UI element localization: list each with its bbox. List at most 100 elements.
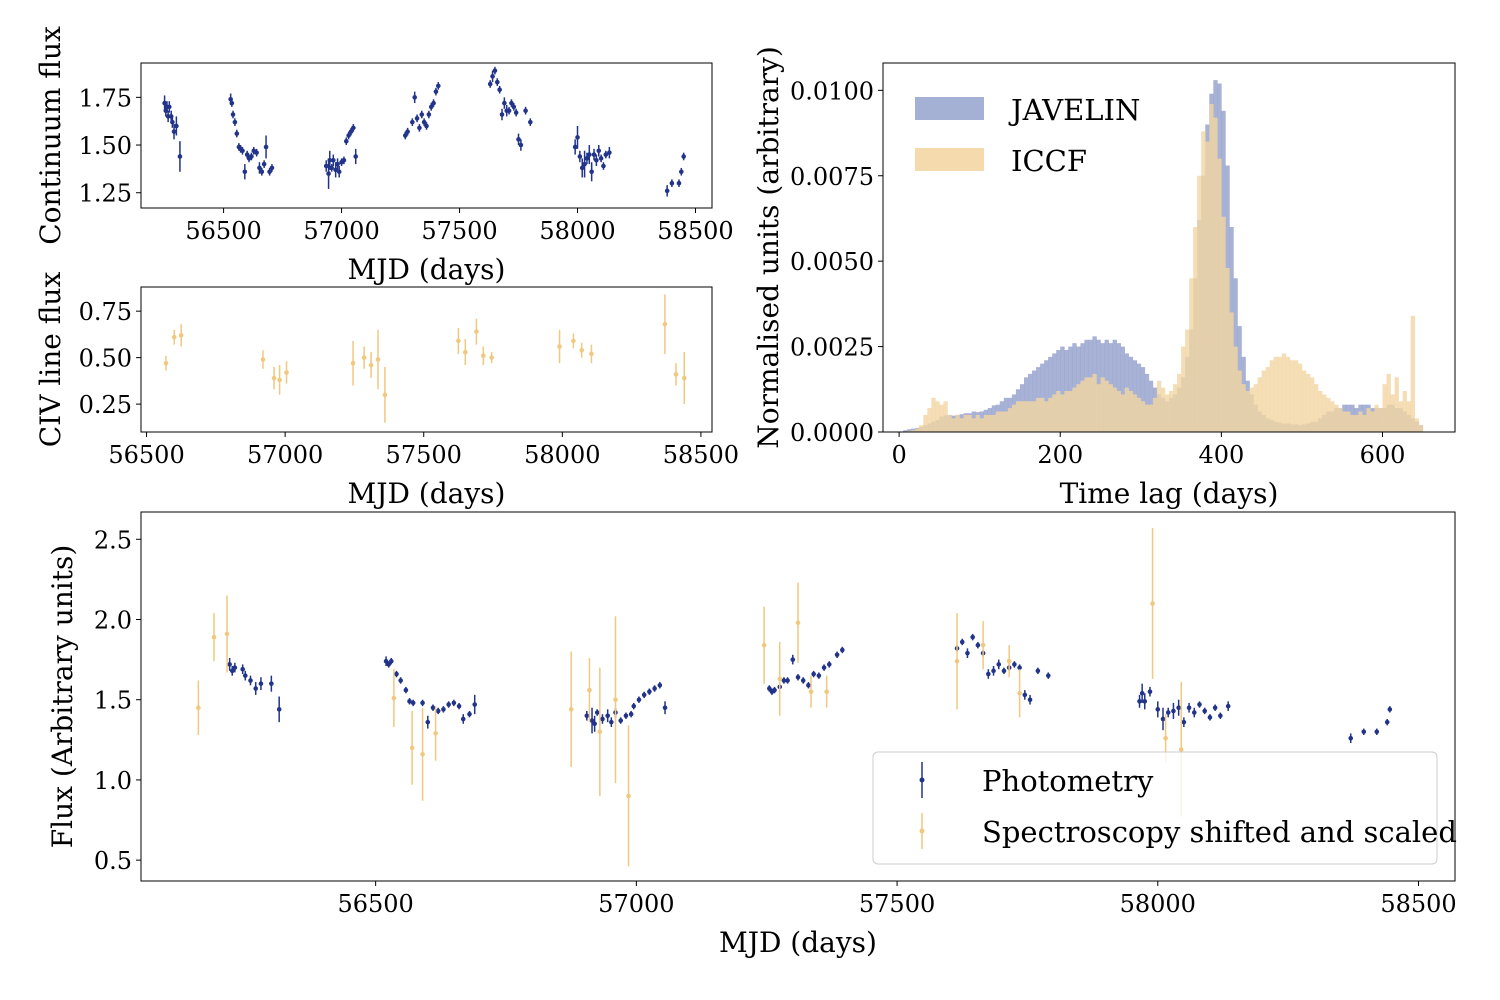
- javelin-bar: [907, 429, 912, 432]
- photometry-point: [516, 137, 521, 142]
- photometry-point: [426, 112, 432, 117]
- photometry-point: [398, 678, 403, 683]
- civ-point: [375, 357, 381, 362]
- lag-xtick-label: 0: [891, 441, 906, 469]
- photometry-point: [834, 652, 840, 658]
- civ-point: [260, 357, 266, 362]
- photometry-point: [269, 165, 275, 171]
- civ-ytick-label: 0.75: [79, 298, 132, 326]
- javelin-bar: [1060, 346, 1065, 432]
- photometry-point: [669, 180, 675, 186]
- iccf-bar: [1382, 384, 1387, 432]
- iccf-bar: [1124, 387, 1130, 432]
- spectroscopy-point: [409, 745, 415, 751]
- lag-ytick-label: 0.0075: [790, 163, 874, 191]
- photometry-point: [781, 678, 787, 683]
- spectroscopy-point: [587, 687, 592, 693]
- iccf-bar: [1197, 175, 1202, 432]
- continuum-ylabel: Continuum flux: [34, 26, 67, 245]
- photometry-point: [806, 682, 811, 688]
- spectroscopy-point: [777, 676, 783, 682]
- photometry-point: [267, 169, 272, 175]
- iccf-bar: [1366, 408, 1371, 432]
- photometry-point: [594, 158, 599, 163]
- iccf-bar: [955, 414, 960, 432]
- civ-point: [178, 333, 184, 338]
- photometry-point: [405, 129, 410, 134]
- photometry-point: [1361, 729, 1367, 735]
- spectroscopy-point: [1017, 690, 1022, 696]
- photometry-point: [257, 165, 262, 171]
- photometry-point: [528, 119, 533, 125]
- photometry-point: [1197, 702, 1202, 707]
- photometry-point: [171, 129, 177, 134]
- iccf-bar: [995, 411, 1001, 432]
- spectroscopy-point: [980, 642, 986, 648]
- iccf-bar: [1350, 414, 1355, 432]
- photometry-point: [657, 682, 663, 688]
- iccf-bar: [907, 430, 912, 432]
- photometry-point: [800, 678, 806, 683]
- legend-label-iccf: ICCF: [1011, 144, 1087, 178]
- iccf-bar: [1301, 370, 1307, 432]
- photometry-point: [353, 154, 359, 159]
- photometry-point: [425, 719, 431, 725]
- civ-point: [681, 375, 687, 381]
- continuum-xlabel: MJD (days): [348, 253, 506, 286]
- legend-marker-photometry: [919, 777, 925, 783]
- photometry-point: [1147, 689, 1153, 694]
- photometry-point: [596, 148, 602, 154]
- photometry-point: [386, 662, 391, 667]
- iccf-bar: [1056, 391, 1061, 432]
- photometry-point: [1186, 705, 1192, 711]
- photometry-point: [167, 104, 172, 110]
- lag-ytick-label: 0.0000: [790, 419, 874, 447]
- photometry-point: [652, 686, 657, 691]
- photometry-point: [965, 650, 970, 656]
- combined-ytick-label: 0.5: [94, 847, 132, 875]
- photometry-point: [174, 123, 179, 129]
- iccf-bar: [923, 414, 928, 432]
- lag-xtick-label: 200: [1037, 441, 1083, 469]
- photometry-point: [840, 647, 845, 653]
- lag-frame: [882, 62, 1456, 433]
- legend-label-spectroscopy: Spectroscopy shifted and scaled: [982, 815, 1457, 849]
- combined-xtick-label: 57500: [859, 890, 935, 918]
- photometry-point: [276, 707, 282, 712]
- photometry-point: [410, 119, 415, 125]
- photometry-point: [1218, 713, 1223, 719]
- photometry-point: [607, 150, 612, 155]
- iccf-bar: [1169, 391, 1174, 432]
- iccf-bar: [931, 397, 936, 432]
- civ-point: [463, 349, 468, 355]
- lag-xtick-label: 400: [1198, 441, 1244, 469]
- iccf-bar: [1257, 377, 1262, 432]
- iccf-bar: [1293, 360, 1299, 432]
- photometry-point: [577, 154, 583, 159]
- civ-point: [589, 351, 594, 357]
- photometry-point: [420, 700, 425, 706]
- iccf-bar: [1374, 404, 1379, 432]
- photometry-point: [772, 687, 777, 693]
- iccf-bar: [1023, 401, 1029, 432]
- javelin-bar: [1116, 343, 1121, 432]
- iccf-bar: [951, 418, 956, 432]
- civ-point: [673, 372, 679, 377]
- iccf-bar: [1334, 404, 1339, 432]
- combined-frame: [140, 511, 1456, 882]
- photometry-point: [509, 100, 514, 106]
- iccf-bar: [1398, 401, 1403, 432]
- iccf-bar: [1177, 373, 1182, 432]
- photometry-point: [240, 666, 245, 672]
- photometry-point: [417, 125, 422, 131]
- photometry-point: [609, 719, 614, 725]
- photometry-point: [1137, 699, 1142, 704]
- javelin-bar: [1120, 346, 1125, 432]
- photometry-point: [589, 169, 594, 175]
- iccf-bar: [1104, 380, 1109, 432]
- combined-xtick-label: 58000: [1120, 890, 1196, 918]
- photometry-point: [329, 165, 334, 171]
- continuum-xtick-label: 57500: [421, 217, 497, 245]
- iccf-bar: [1148, 404, 1154, 432]
